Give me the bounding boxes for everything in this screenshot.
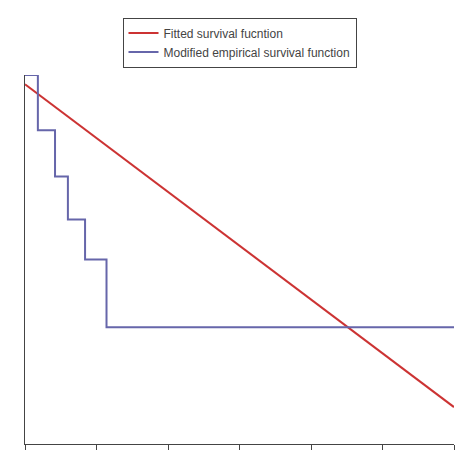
svg-text:Modified empirical survival fu: Modified empirical survival function	[164, 46, 350, 60]
svg-text:Fitted survival fucntion: Fitted survival fucntion	[164, 27, 283, 41]
